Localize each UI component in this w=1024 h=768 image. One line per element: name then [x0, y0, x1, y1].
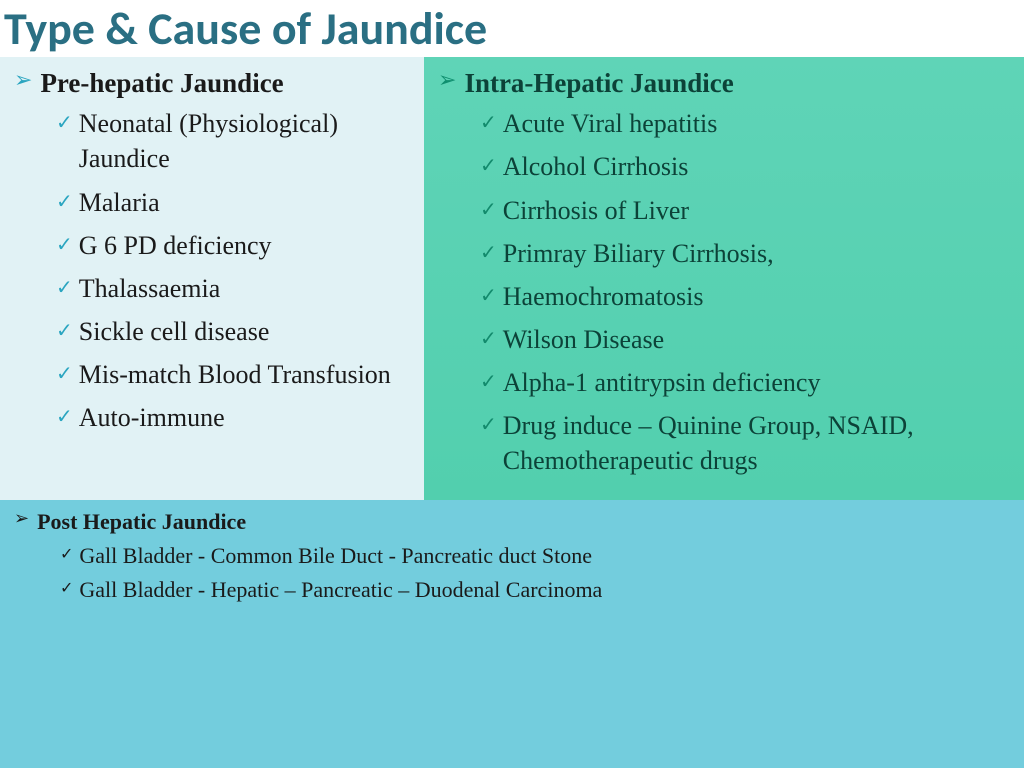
- check-icon: ✓: [480, 412, 497, 439]
- item-text: Acute Viral hepatitis: [503, 106, 718, 141]
- list-item: ✓Alpha-1 antitrypsin deficiency: [480, 365, 1006, 400]
- check-icon: ✓: [480, 197, 497, 224]
- check-icon: ✓: [480, 326, 497, 353]
- item-text: Primray Biliary Cirrhosis,: [503, 236, 774, 271]
- left-section-header: ➢ Pre-hepatic Jaundice: [14, 67, 412, 101]
- check-icon: ✓: [60, 577, 73, 600]
- right-column: ➢ Intra-Hepatic Jaundice ✓Acute Viral he…: [424, 57, 1024, 501]
- item-text: Wilson Disease: [503, 322, 664, 357]
- list-item: ✓Auto-immune: [56, 400, 412, 435]
- list-item: ✓Alcohol Cirrhosis: [480, 149, 1006, 184]
- check-icon: ✓: [480, 240, 497, 267]
- item-text: Gall Bladder - Hepatic – Pancreatic – Du…: [79, 574, 602, 606]
- arrow-icon: ➢: [14, 508, 29, 530]
- list-item: ✓Malaria: [56, 185, 412, 220]
- list-item: ✓Thalassaemia: [56, 271, 412, 306]
- arrow-icon: ➢: [438, 67, 456, 93]
- list-item: ✓Mis-match Blood Transfusion: [56, 357, 412, 392]
- right-item-list: ✓Acute Viral hepatitis ✓Alcohol Cirrhosi…: [438, 106, 1006, 478]
- list-item: ✓ Gall Bladder - Hepatic – Pancreatic – D…: [60, 574, 1010, 606]
- left-column: ➢ Pre-hepatic Jaundice ✓Neonatal (Physio…: [0, 57, 424, 501]
- item-text: Drug induce – Quinine Group, NSAID, Chem…: [503, 408, 1006, 478]
- item-text: Alcohol Cirrhosis: [503, 149, 689, 184]
- list-item: ✓Neonatal (Physiological) Jaundice: [56, 106, 412, 176]
- check-icon: ✓: [56, 110, 73, 137]
- left-heading: Pre-hepatic Jaundice: [40, 67, 283, 101]
- arrow-icon: ➢: [14, 67, 32, 93]
- item-text: Haemochromatosis: [503, 279, 704, 314]
- check-icon: ✓: [56, 232, 73, 259]
- list-item: ✓ Haemochromatosis: [480, 279, 1006, 314]
- left-item-list: ✓Neonatal (Physiological) Jaundice ✓Mala…: [14, 106, 412, 435]
- right-section-header: ➢ Intra-Hepatic Jaundice: [438, 67, 1006, 101]
- check-icon: ✓: [56, 318, 73, 345]
- item-text: Neonatal (Physiological) Jaundice: [79, 106, 412, 176]
- list-item: ✓Sickle cell disease: [56, 314, 412, 349]
- check-icon: ✓: [60, 543, 73, 566]
- bottom-heading: Post Hepatic Jaundice: [37, 508, 246, 536]
- bottom-section-header: ➢ Post Hepatic Jaundice: [14, 508, 1010, 536]
- list-item: ✓Acute Viral hepatitis: [480, 106, 1006, 141]
- item-text: Alpha-1 antitrypsin deficiency: [503, 365, 821, 400]
- item-text: Malaria: [79, 185, 160, 220]
- item-text: Cirrhosis of Liver: [503, 193, 689, 228]
- two-column-layout: ➢ Pre-hepatic Jaundice ✓Neonatal (Physio…: [0, 57, 1024, 501]
- item-text: G 6 PD deficiency: [79, 228, 272, 263]
- list-item: ✓ Cirrhosis of Liver: [480, 193, 1006, 228]
- slide-title: Type & Cause of Jaundice: [0, 4, 1024, 55]
- check-icon: ✓: [480, 369, 497, 396]
- check-icon: ✓: [56, 275, 73, 302]
- item-text: Gall Bladder - Common Bile Duct - Pancre…: [79, 540, 592, 572]
- bottom-item-list: ✓ Gall Bladder - Common Bile Duct - Pancr…: [14, 540, 1010, 606]
- right-heading: Intra-Hepatic Jaundice: [464, 67, 733, 101]
- check-icon: ✓: [56, 404, 73, 431]
- item-text: Sickle cell disease: [79, 314, 270, 349]
- item-text: Auto-immune: [79, 400, 225, 435]
- check-icon: ✓: [480, 283, 497, 310]
- check-icon: ✓: [56, 361, 73, 388]
- check-icon: ✓: [480, 110, 497, 137]
- check-icon: ✓: [56, 189, 73, 216]
- list-item: ✓ Primray Biliary Cirrhosis,: [480, 236, 1006, 271]
- item-text: Thalassaemia: [79, 271, 221, 306]
- list-item: ✓Drug induce – Quinine Group, NSAID, Che…: [480, 408, 1006, 478]
- title-bar: Type & Cause of Jaundice: [0, 0, 1024, 57]
- check-icon: ✓: [480, 153, 497, 180]
- bottom-section: ➢ Post Hepatic Jaundice ✓ Gall Bladder - …: [0, 500, 1024, 617]
- list-item: ✓ Gall Bladder - Common Bile Duct - Pancr…: [60, 540, 1010, 572]
- list-item: ✓ Wilson Disease: [480, 322, 1006, 357]
- item-text: Mis-match Blood Transfusion: [79, 357, 391, 392]
- list-item: ✓G 6 PD deficiency: [56, 228, 412, 263]
